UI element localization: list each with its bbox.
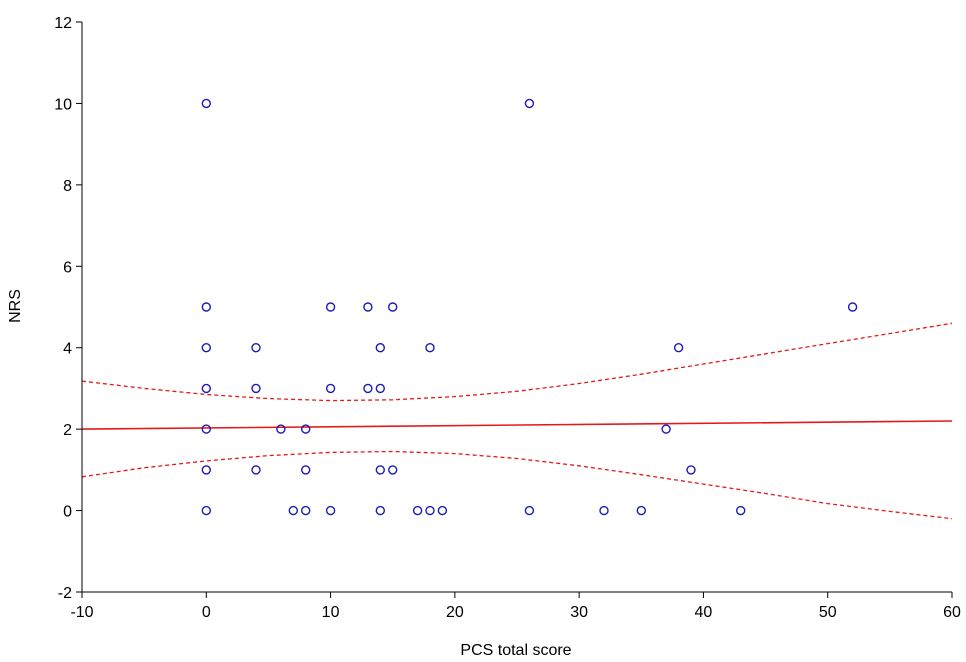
data-point	[201, 383, 212, 394]
data-point	[301, 465, 311, 475]
regression-line	[81, 420, 953, 430]
axes: -10 0 10 20 30 40 50 60 -2 0 2 4 6 8 10 12	[54, 15, 961, 621]
data-point	[524, 505, 535, 516]
data-point	[425, 505, 435, 516]
data-point	[201, 505, 212, 516]
data-point	[686, 465, 696, 475]
data-point	[425, 343, 435, 353]
data-point	[301, 505, 311, 516]
data-point	[201, 343, 212, 353]
y-axis-title: NRS	[7, 289, 24, 323]
y-tick-label: 2	[63, 422, 72, 439]
y-tick-label: 4	[63, 341, 72, 358]
data-point	[599, 505, 609, 516]
data-point	[661, 424, 671, 434]
data-point	[636, 505, 646, 516]
data-point	[388, 465, 398, 475]
data-point	[276, 424, 286, 434]
data-point	[412, 505, 423, 516]
x-tick-label: 40	[695, 604, 713, 621]
y-tick-label: 12	[54, 15, 72, 32]
data-point	[251, 383, 261, 394]
data-point	[363, 302, 373, 312]
x-tick-label: 0	[202, 604, 211, 621]
data-point	[201, 302, 212, 312]
data-point	[301, 424, 311, 434]
x-tick-label: 60	[943, 604, 961, 621]
data-point	[736, 505, 746, 516]
x-tick-label: 20	[446, 604, 464, 621]
data-point	[524, 98, 535, 109]
data-point	[363, 383, 373, 394]
y-tick-label: 10	[54, 96, 72, 113]
data-point	[847, 302, 858, 312]
data-point	[288, 505, 298, 516]
data-point	[325, 302, 336, 312]
data-point	[325, 383, 336, 394]
data-point	[201, 98, 212, 109]
y-tick-label: -2	[58, 585, 72, 602]
confidence-upper-line	[81, 322, 953, 402]
plot-area	[81, 98, 953, 520]
data-point	[437, 505, 448, 516]
data-point	[251, 343, 261, 353]
y-tick-label: 8	[63, 178, 72, 195]
confidence-lower-line	[81, 450, 953, 520]
x-tick-label: 50	[819, 604, 837, 621]
data-point	[388, 302, 398, 312]
x-axis-title: PCS total score	[460, 642, 571, 659]
data-point	[201, 465, 212, 475]
y-tick-label: 6	[63, 259, 72, 276]
data-point	[325, 505, 336, 516]
x-tick-label: 10	[322, 604, 340, 621]
x-tick-label: 30	[570, 604, 588, 621]
data-point	[251, 465, 261, 475]
data-point	[375, 505, 385, 516]
data-point	[201, 424, 212, 434]
data-point	[673, 343, 684, 353]
data-point	[375, 465, 385, 475]
data-point	[375, 343, 385, 353]
x-tick-label: -10	[70, 604, 93, 621]
y-tick-label: 0	[63, 504, 72, 521]
data-point	[375, 383, 385, 394]
